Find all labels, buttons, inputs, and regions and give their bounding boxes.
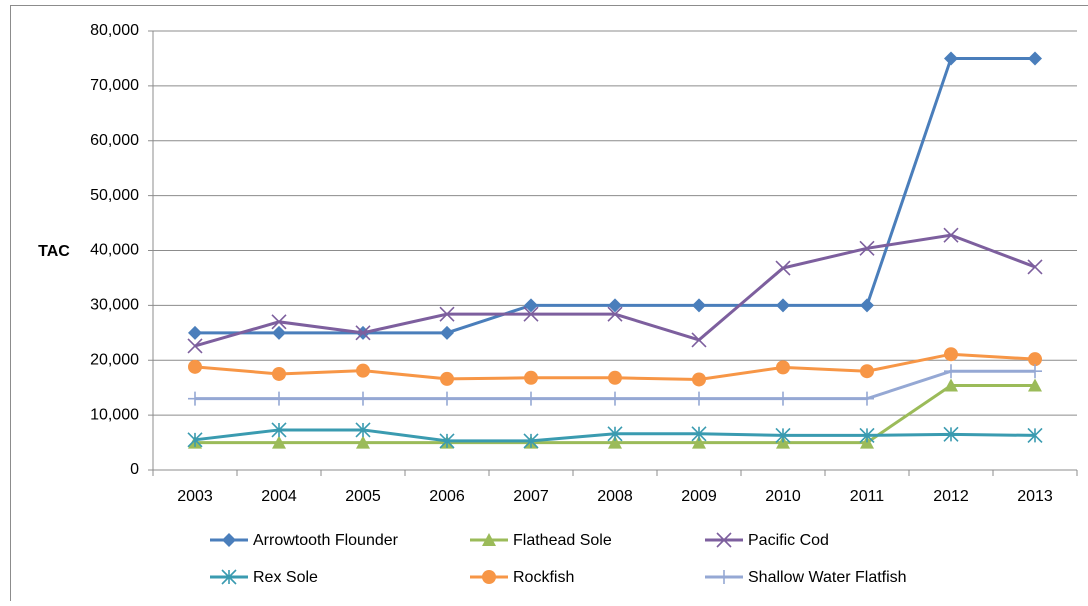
marker bbox=[608, 392, 622, 406]
marker bbox=[272, 367, 286, 381]
legend-marker bbox=[222, 533, 236, 547]
x-tick-label: 2006 bbox=[429, 488, 465, 505]
marker bbox=[860, 364, 874, 378]
marker bbox=[944, 364, 958, 378]
x-tick-label: 2007 bbox=[513, 488, 549, 505]
y-tick-label: 80,000 bbox=[90, 22, 139, 39]
marker bbox=[608, 371, 622, 385]
y-tick-label: 50,000 bbox=[90, 187, 139, 204]
x-tick-label: 2008 bbox=[597, 488, 633, 505]
marker bbox=[524, 371, 538, 385]
marker bbox=[944, 51, 958, 65]
marker bbox=[776, 298, 790, 312]
marker bbox=[776, 360, 790, 374]
legend-label: Shallow Water Flatfish bbox=[748, 569, 907, 586]
legend-label: Rex Sole bbox=[253, 569, 318, 586]
y-tick-label: 70,000 bbox=[90, 77, 139, 94]
legend-marker bbox=[482, 570, 496, 584]
series bbox=[188, 364, 1042, 405]
marker bbox=[440, 326, 454, 340]
y-tick-label: 20,000 bbox=[90, 351, 139, 368]
marker bbox=[1028, 260, 1042, 274]
marker bbox=[860, 392, 874, 406]
x-tick-label: 2009 bbox=[681, 488, 717, 505]
marker bbox=[692, 298, 706, 312]
marker bbox=[860, 298, 874, 312]
marker bbox=[1028, 352, 1042, 366]
y-tick-label: 60,000 bbox=[90, 132, 139, 149]
marker bbox=[356, 364, 370, 378]
marker bbox=[272, 392, 286, 406]
marker bbox=[692, 392, 706, 406]
x-tick-label: 2013 bbox=[1017, 488, 1053, 505]
marker bbox=[944, 347, 958, 361]
marker bbox=[188, 392, 202, 406]
x-tick-label: 2011 bbox=[850, 488, 885, 505]
x-tick-label: 2012 bbox=[933, 488, 969, 505]
marker bbox=[776, 392, 790, 406]
x-tick-label: 2010 bbox=[765, 488, 801, 505]
marker bbox=[188, 326, 202, 340]
x-tick-label: 2003 bbox=[177, 488, 213, 505]
y-tick-label: 30,000 bbox=[90, 297, 139, 314]
marker bbox=[440, 372, 454, 386]
marker bbox=[188, 360, 202, 374]
x-tick-label: 2005 bbox=[345, 488, 381, 505]
marker bbox=[1028, 51, 1042, 65]
y-tick-label: 40,000 bbox=[90, 242, 139, 259]
legend-label: Flathead Sole bbox=[513, 532, 612, 549]
series bbox=[188, 347, 1042, 386]
marker bbox=[1028, 364, 1042, 378]
marker bbox=[440, 392, 454, 406]
legend-label: Pacific Cod bbox=[748, 532, 829, 549]
legend-label: Arrowtooth Flounder bbox=[253, 532, 399, 549]
x-tick-label: 2004 bbox=[261, 488, 297, 505]
y-axis-label: TAC bbox=[38, 243, 70, 260]
y-tick-label: 0 bbox=[130, 461, 139, 478]
marker bbox=[272, 326, 286, 340]
marker bbox=[356, 392, 370, 406]
marker bbox=[692, 372, 706, 386]
y-tick-label: 10,000 bbox=[90, 406, 139, 423]
series-line bbox=[195, 235, 1035, 346]
legend-marker bbox=[717, 570, 731, 584]
marker bbox=[524, 392, 538, 406]
chart-border bbox=[11, 6, 1088, 602]
legend-label: Rockfish bbox=[513, 569, 574, 586]
